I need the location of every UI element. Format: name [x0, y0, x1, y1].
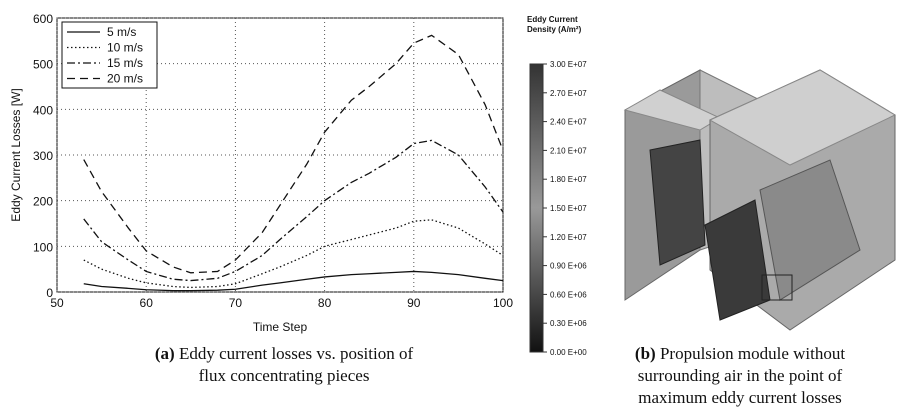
x-tick-label: 100 — [493, 296, 513, 310]
colorbar-tick-label: 2.10 E+07 — [550, 146, 587, 155]
y-tick-label: 500 — [33, 58, 53, 72]
colorbar-tick-label: 0.00 E+00 — [550, 348, 587, 357]
caption-text: Eddy current losses vs. position of — [179, 344, 414, 363]
page: 01002003004005006005060708090100Time Ste… — [0, 0, 897, 414]
colorbar — [530, 64, 543, 352]
caption-label: (b) — [635, 344, 656, 363]
caption: maximum eddy current losses — [638, 388, 842, 407]
legend-label: 10 m/s — [107, 41, 143, 55]
x-tick-label: 70 — [229, 296, 243, 310]
colorbar-tick-label: 1.80 E+07 — [550, 175, 587, 184]
caption: (a) Eddy current losses vs. position of — [155, 344, 414, 363]
colorbar-title: Density (A/m²) — [527, 25, 582, 34]
colorbar-tick-label: 3.00 E+07 — [550, 60, 587, 69]
colorbar-tick-label: 1.20 E+07 — [550, 233, 587, 242]
module-render — [625, 70, 895, 330]
caption: flux concentrating pieces — [199, 366, 370, 385]
y-axis-label: Eddy Current Losses [W] — [9, 88, 23, 221]
caption-text: maximum eddy current losses — [638, 388, 842, 407]
caption-text: surrounding air in the point of — [638, 366, 843, 385]
colorbar-tick-label: 0.60 E+06 — [550, 290, 587, 299]
caption-text: Propulsion module without — [660, 344, 845, 363]
colorbar-tick-label: 1.50 E+07 — [550, 204, 587, 213]
x-tick-label: 90 — [407, 296, 421, 310]
y-tick-label: 300 — [33, 149, 53, 163]
legend-label: 15 m/s — [107, 56, 143, 70]
caption: surrounding air in the point of — [638, 366, 843, 385]
figure: 01002003004005006005060708090100Time Ste… — [0, 0, 897, 414]
colorbar-tick-label: 2.70 E+07 — [550, 89, 587, 98]
caption-label: (a) — [155, 344, 175, 363]
x-axis-label: Time Step — [253, 320, 308, 334]
colorbar-tick-label: 2.40 E+07 — [550, 118, 587, 127]
y-tick-label: 200 — [33, 195, 53, 209]
colorbar-tick-label: 0.30 E+06 — [550, 319, 587, 328]
y-tick-label: 100 — [33, 240, 53, 254]
y-tick-label: 400 — [33, 103, 53, 117]
x-tick-label: 50 — [50, 296, 64, 310]
y-tick-label: 600 — [33, 12, 53, 26]
legend-label: 5 m/s — [107, 25, 136, 39]
colorbar-title: Eddy Current — [527, 15, 578, 24]
colorbar-tick-label: 0.90 E+06 — [550, 262, 587, 271]
caption: (b) Propulsion module without — [635, 344, 845, 363]
x-tick-label: 60 — [140, 296, 154, 310]
legend-label: 20 m/s — [107, 72, 143, 86]
caption-text: flux concentrating pieces — [199, 366, 370, 385]
series-line — [84, 220, 503, 288]
x-tick-label: 80 — [318, 296, 332, 310]
